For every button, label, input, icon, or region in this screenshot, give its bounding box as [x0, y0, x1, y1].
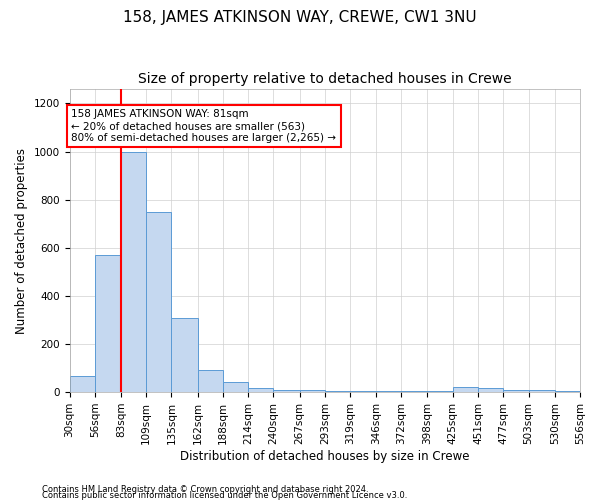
X-axis label: Distribution of detached houses by size in Crewe: Distribution of detached houses by size …	[180, 450, 470, 462]
Bar	[478, 388, 503, 392]
Bar	[274, 390, 299, 392]
Bar	[376, 391, 401, 392]
Text: 158, JAMES ATKINSON WAY, CREWE, CW1 3NU: 158, JAMES ATKINSON WAY, CREWE, CW1 3NU	[123, 10, 477, 25]
Bar	[325, 390, 350, 392]
Bar	[503, 390, 529, 392]
Text: Contains public sector information licensed under the Open Government Licence v3: Contains public sector information licen…	[42, 490, 407, 500]
Bar	[121, 152, 146, 392]
Bar	[70, 376, 95, 392]
Y-axis label: Number of detached properties: Number of detached properties	[15, 148, 28, 334]
Text: 158 JAMES ATKINSON WAY: 81sqm
← 20% of detached houses are smaller (563)
80% of : 158 JAMES ATKINSON WAY: 81sqm ← 20% of d…	[71, 110, 337, 142]
Title: Size of property relative to detached houses in Crewe: Size of property relative to detached ho…	[138, 72, 512, 86]
Bar	[248, 388, 274, 392]
Text: Contains HM Land Registry data © Crown copyright and database right 2024.: Contains HM Land Registry data © Crown c…	[42, 484, 368, 494]
Bar	[223, 382, 248, 392]
Bar	[197, 370, 223, 392]
Bar	[95, 255, 121, 392]
Bar	[529, 390, 555, 392]
Bar	[555, 390, 580, 392]
Bar	[453, 388, 478, 392]
Bar	[350, 391, 376, 392]
Bar	[172, 318, 197, 392]
Bar	[299, 390, 325, 392]
Bar	[146, 212, 172, 392]
